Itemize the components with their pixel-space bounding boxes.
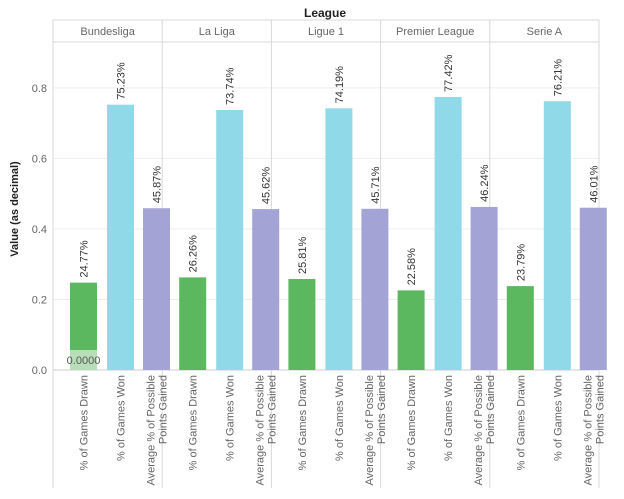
x-category-label: % of Games Won	[443, 375, 455, 461]
bars	[70, 96, 607, 371]
data-label: 74.19%	[334, 66, 346, 104]
y-tick-label: 0.0	[32, 365, 47, 377]
x-category-label: % of Games Won	[225, 375, 237, 461]
bar[interactable]	[143, 208, 170, 370]
facet-header-serie-a: Serie A	[527, 26, 563, 38]
y-tick-label: 0.2	[32, 294, 47, 306]
facet-header-ligue-1: Ligue 1	[308, 26, 344, 38]
x-category-label: Average % of Possible	[146, 375, 158, 485]
x-category-label: % of Games Drawn	[188, 375, 200, 470]
x-category-label: Average % of Possible	[364, 375, 376, 485]
x-category-label: Points Gained	[485, 375, 497, 444]
bar[interactable]	[361, 208, 389, 370]
data-label: 46.01%	[588, 165, 600, 203]
y-axis-title: Value (as decimal)	[9, 161, 21, 257]
bar[interactable]	[325, 108, 353, 371]
x-category-label: % of Games Won	[334, 375, 346, 461]
data-label: 23.79%	[515, 244, 527, 282]
x-category-label: % of Games Won	[552, 375, 564, 461]
data-label: 22.58%	[406, 248, 418, 286]
data-label: 45.62%	[261, 167, 273, 205]
x-category-label: Points Gained	[594, 375, 606, 444]
bar[interactable]	[252, 209, 280, 370]
bar[interactable]	[107, 104, 134, 370]
bar[interactable]	[179, 277, 207, 370]
bar[interactable]	[434, 96, 462, 370]
data-label: 46.24%	[479, 164, 491, 202]
facet-header-la-liga: La Liga	[199, 26, 236, 38]
data-label: 45.87%	[152, 166, 164, 204]
x-category-label: Points Gained	[158, 375, 170, 444]
data-label: 76.21%	[552, 59, 564, 97]
bar[interactable]	[397, 290, 425, 370]
x-category-label: % of Games Won	[116, 375, 128, 461]
bar[interactable]	[543, 101, 571, 371]
data-labels: 24.77% 75.23% 45.87% 26.26% 73.74% 45.62% 25.8…	[67, 54, 601, 367]
facet-header-bundesliga: Bundesliga	[80, 26, 135, 38]
bar-hover-highlight[interactable]	[70, 350, 97, 370]
data-label: 24.77%	[79, 240, 91, 278]
y-tick-label: 0.4	[32, 224, 47, 236]
data-label: 73.74%	[225, 67, 237, 105]
data-label: 26.26%	[188, 235, 200, 273]
data-label: 75.23%	[116, 62, 128, 100]
bar[interactable]	[288, 278, 316, 370]
hover-value-label: 0.0000	[67, 355, 101, 367]
x-category-label: Points Gained	[376, 375, 388, 444]
x-category-label: Average % of Possible	[255, 375, 267, 485]
bar[interactable]	[216, 109, 244, 371]
x-axis-category-labels: % of Games Drawn % of Games Won Average % …	[79, 375, 607, 485]
data-label: 25.81%	[297, 236, 309, 274]
y-tick-label: 0.8	[32, 83, 47, 95]
bar[interactable]	[470, 206, 498, 370]
data-label: 77.42%	[443, 54, 455, 92]
facet-header-premier-league: Premier League	[396, 26, 474, 38]
y-axis-ticks: 0.0 0.2 0.4 0.6 0.8	[32, 83, 47, 377]
bar[interactable]	[579, 207, 607, 370]
facet-header-title: League	[304, 6, 346, 20]
x-category-label: Average % of Possible	[473, 375, 485, 485]
x-category-label: % of Games Drawn	[515, 375, 527, 470]
x-category-label: % of Games Drawn	[79, 375, 91, 470]
x-category-label: % of Games Drawn	[297, 375, 309, 470]
y-tick-label: 0.6	[32, 153, 47, 165]
x-category-label: % of Games Drawn	[406, 375, 418, 470]
bar[interactable]	[506, 286, 534, 370]
x-category-label: Points Gained	[267, 375, 279, 444]
data-label: 45.71%	[370, 166, 382, 204]
x-category-label: Average % of Possible	[582, 375, 594, 485]
